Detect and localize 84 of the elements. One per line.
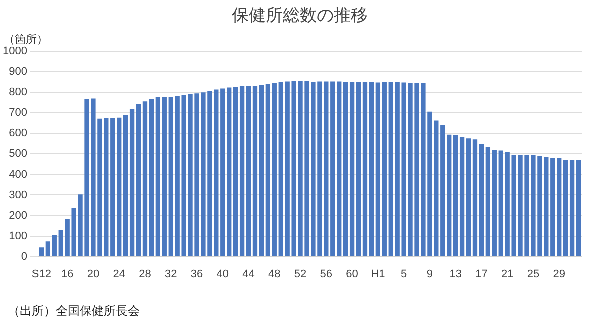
x-tick-label: 60	[346, 268, 358, 280]
x-tick-label: 17	[476, 268, 488, 280]
bar	[576, 160, 582, 256]
bar	[156, 97, 161, 256]
x-tick-label: 20	[87, 268, 100, 280]
x-tick-label: H1	[371, 268, 386, 280]
bar	[266, 84, 271, 256]
x-tick-label: 32	[164, 268, 178, 280]
bar	[453, 135, 458, 256]
bar	[278, 82, 284, 256]
y-tick-label: 0	[21, 250, 28, 263]
x-tick-label: 36	[190, 268, 204, 280]
x-tick-label: 28	[139, 268, 152, 280]
x-tick-label: 21	[501, 268, 514, 280]
bar	[440, 125, 446, 256]
bar	[382, 82, 387, 256]
bar	[498, 150, 504, 256]
bar	[46, 242, 51, 256]
y-tick-label: 100	[9, 230, 28, 242]
bar	[343, 82, 348, 256]
y-tick-label: 800	[9, 86, 28, 99]
x-tick-label: 52	[294, 268, 307, 280]
x-tick-label: 9	[426, 268, 434, 280]
bar	[39, 248, 44, 256]
y-tick-label: 700	[9, 107, 28, 120]
x-tick-label: 40	[216, 268, 230, 280]
x-tick-label: S12	[32, 268, 52, 280]
bar	[149, 99, 154, 256]
x-tick-label: 44	[242, 268, 255, 280]
bar	[350, 82, 355, 256]
x-tick-label: 48	[268, 268, 281, 280]
x-tick-label: 24	[113, 268, 126, 280]
bar	[337, 82, 342, 256]
x-tick-label: 16	[61, 268, 74, 280]
bar	[227, 88, 232, 256]
bar	[570, 160, 575, 256]
bar	[356, 82, 362, 256]
x-tick-label: 29	[553, 268, 566, 280]
text: （出所）全国保健所長会	[8, 303, 140, 320]
bar	[130, 109, 135, 256]
bar	[142, 102, 148, 256]
bar	[492, 150, 497, 256]
y-tick-label: 200	[9, 210, 28, 222]
bar	[557, 158, 562, 256]
x-tick-label: 13	[450, 268, 462, 280]
bar	[240, 86, 245, 256]
y-axis-title: （箇所）	[4, 32, 48, 46]
bar	[123, 115, 128, 256]
y-tick-label: 900	[9, 66, 28, 78]
bar	[162, 97, 167, 256]
bar	[110, 118, 116, 256]
bar	[388, 82, 394, 256]
y-tick-label: 600	[9, 128, 28, 140]
bar	[466, 138, 472, 256]
bar	[447, 134, 452, 256]
bar	[52, 235, 57, 256]
bar	[117, 118, 122, 256]
bar	[563, 160, 568, 256]
bar	[362, 82, 368, 256]
y-tick-label: 1000	[2, 46, 28, 58]
chart-title: 保健所総数の推移	[231, 5, 369, 27]
bar	[233, 87, 238, 256]
bar	[259, 85, 264, 256]
x-tick-label: 25	[527, 268, 540, 280]
bar	[246, 86, 252, 256]
bar	[272, 83, 277, 256]
y-tick-label: 400	[9, 168, 28, 181]
x-tick-label: 56	[320, 268, 333, 280]
bar	[479, 144, 484, 256]
bar	[486, 147, 491, 256]
bar	[369, 82, 374, 256]
bar	[220, 88, 226, 256]
bar	[58, 230, 64, 256]
y-tick-label: 300	[9, 189, 28, 202]
y-tick-label: 500	[9, 148, 28, 160]
bar	[550, 158, 556, 256]
x-tick-label: 5	[400, 268, 408, 280]
bar	[168, 97, 174, 256]
bar	[472, 140, 478, 256]
bar	[376, 82, 381, 256]
bar	[252, 86, 258, 256]
bar	[330, 82, 336, 256]
bar	[460, 137, 465, 256]
bar	[136, 104, 142, 256]
